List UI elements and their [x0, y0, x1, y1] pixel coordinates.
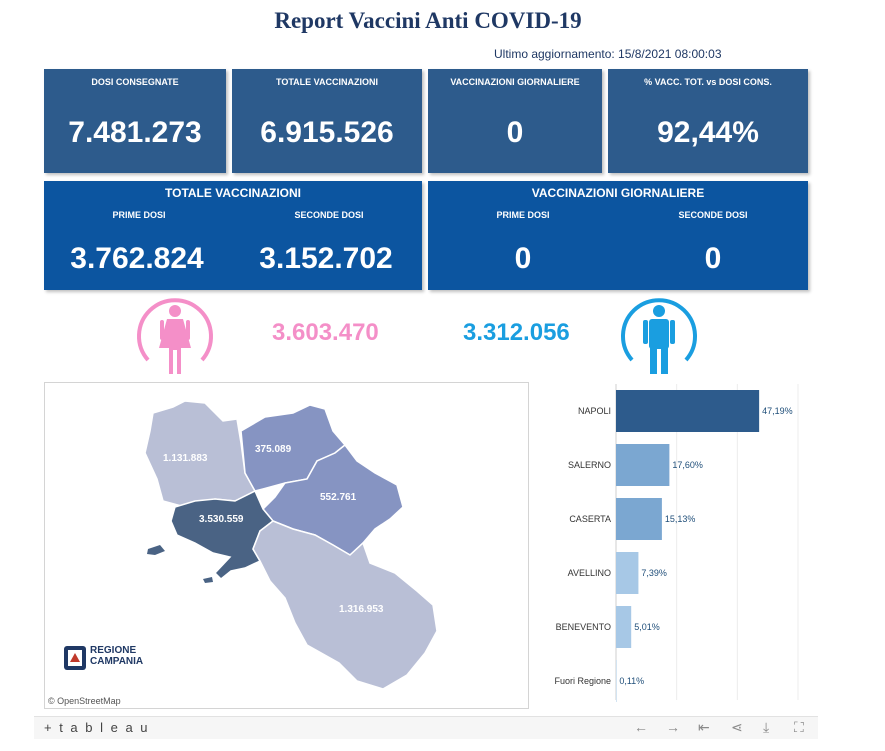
male-icon [621, 298, 697, 374]
bar-value-label: 7,39% [641, 568, 667, 578]
seconde-dosi-value: 3.152.702 [259, 242, 393, 275]
panel-title: VACCINAZIONI GIORNALIERE [531, 186, 705, 200]
tableau-logo[interactable]: + t a b l e a u [44, 720, 150, 735]
logo-line-2: CAMPANIA [90, 656, 144, 667]
forward-arrow-icon[interactable]: → [666, 719, 680, 735]
island-capri [203, 577, 213, 583]
kpi-value: 7.481.273 [68, 116, 202, 149]
totale-vaccinazioni-panel: TOTALE VACCINAZIONI PRIME DOSI SECONDE D… [44, 181, 422, 290]
bar-value-label: 47,19% [762, 406, 793, 416]
panel-title: TOTALE VACCINAZIONI [165, 186, 301, 200]
bar-value-label: 5,01% [634, 622, 660, 632]
seconde-dosi-label: SECONDE DOSI [294, 210, 364, 220]
male-count: 3.312.056 [463, 319, 570, 346]
back-arrow-icon[interactable]: ← [634, 719, 648, 735]
kpi-percent-vacc: % VACC. TOT. vs DOSI CONS. 92,44% [608, 69, 808, 173]
kpi-label: DOSI CONSEGNATE [91, 77, 179, 87]
bar-category-label: CASERTA [569, 514, 611, 524]
kpi-totale-vaccinazioni: TOTALE VACCINAZIONI 6.915.526 [232, 69, 422, 173]
bar-category-label: NAPOLI [578, 406, 611, 416]
tableau-toolbar: + t a b l e a u ← → ⇤ ⋖ ⤓ ⛶ [34, 716, 818, 739]
map-label-avellino: 552.761 [320, 492, 357, 503]
prime-dosi-value: 3.762.824 [70, 242, 204, 275]
page-title: Report Vaccini Anti COVID-19 [274, 8, 582, 33]
regione-campania-logo: REGIONE CAMPANIA [63, 645, 143, 676]
bar-value-label: 15,13% [665, 514, 696, 524]
kpi-label: VACCINAZIONI GIORNALIERE [450, 77, 580, 87]
map-label-benevento: 375.089 [255, 444, 292, 455]
bar-avellino[interactable] [616, 552, 639, 594]
province-bar-chart: NAPOLI 47,19% SALERNO 17,60% CASERTA 15,13% AV… [540, 382, 830, 707]
share-icon[interactable]: ⋖ [731, 719, 743, 735]
last-updated: Ultimo aggiornamento: 15/8/2021 08:00:03 [494, 47, 722, 61]
island-ischia [147, 545, 165, 555]
bar-value-label: 0,11% [619, 676, 644, 686]
bar-benevento[interactable] [616, 606, 632, 648]
seconde-dosi-label: SECONDE DOSI [678, 210, 748, 220]
fullscreen-icon[interactable]: ⛶ [794, 719, 804, 735]
bar-category-label: SALERNO [568, 460, 611, 470]
kpi-value: 92,44% [657, 116, 759, 149]
logo-line-1: REGIONE [90, 645, 137, 656]
map-label-caserta: 1.131.883 [163, 453, 208, 464]
kpi-label: TOTALE VACCINAZIONI [276, 77, 378, 87]
bar-value-label: 17,60% [672, 460, 703, 470]
kpi-value: 0 [506, 116, 524, 149]
download-icon[interactable]: ⤓ [763, 719, 770, 735]
map-label-napoli: 3.530.559 [199, 514, 244, 525]
bar-category-label: BENEVENTO [556, 622, 611, 632]
prime-dosi-label: PRIME DOSI [112, 210, 166, 220]
female-icon [137, 298, 213, 374]
revert-icon[interactable]: ⇤ [698, 719, 710, 735]
kpi-vaccinazioni-giornaliere: VACCINAZIONI GIORNALIERE 0 [428, 69, 602, 173]
kpi-label: % VACC. TOT. vs DOSI CONS. [644, 77, 772, 87]
seconde-dosi-value: 0 [704, 242, 722, 275]
kpi-value: 6.915.526 [260, 116, 394, 149]
map-attribution[interactable]: © OpenStreetMap [48, 696, 121, 706]
vaccinazioni-giornaliere-panel: VACCINAZIONI GIORNALIERE PRIME DOSI SECO… [428, 181, 808, 290]
bar-caserta[interactable] [616, 498, 662, 540]
bar-category-label: Fuori Regione [554, 676, 611, 686]
bar-fuori-regione[interactable] [616, 660, 617, 702]
prime-dosi-value: 0 [514, 242, 532, 275]
female-count: 3.603.470 [272, 319, 379, 346]
campania-shield-icon [64, 646, 86, 670]
prime-dosi-label: PRIME DOSI [496, 210, 550, 220]
map-label-salerno: 1.316.953 [339, 604, 384, 615]
bar-category-label: AVELLINO [568, 568, 611, 578]
province-salerno[interactable] [252, 520, 438, 690]
province-napoli[interactable] [170, 489, 275, 581]
bar-salerno[interactable] [616, 444, 670, 486]
bar-napoli[interactable] [616, 390, 760, 432]
campania-map[interactable]: 1.131.883 375.089 552.761 3.530.559 1.31… [44, 382, 529, 709]
kpi-dosi-consegnate: DOSI CONSEGNATE 7.481.273 [44, 69, 226, 173]
